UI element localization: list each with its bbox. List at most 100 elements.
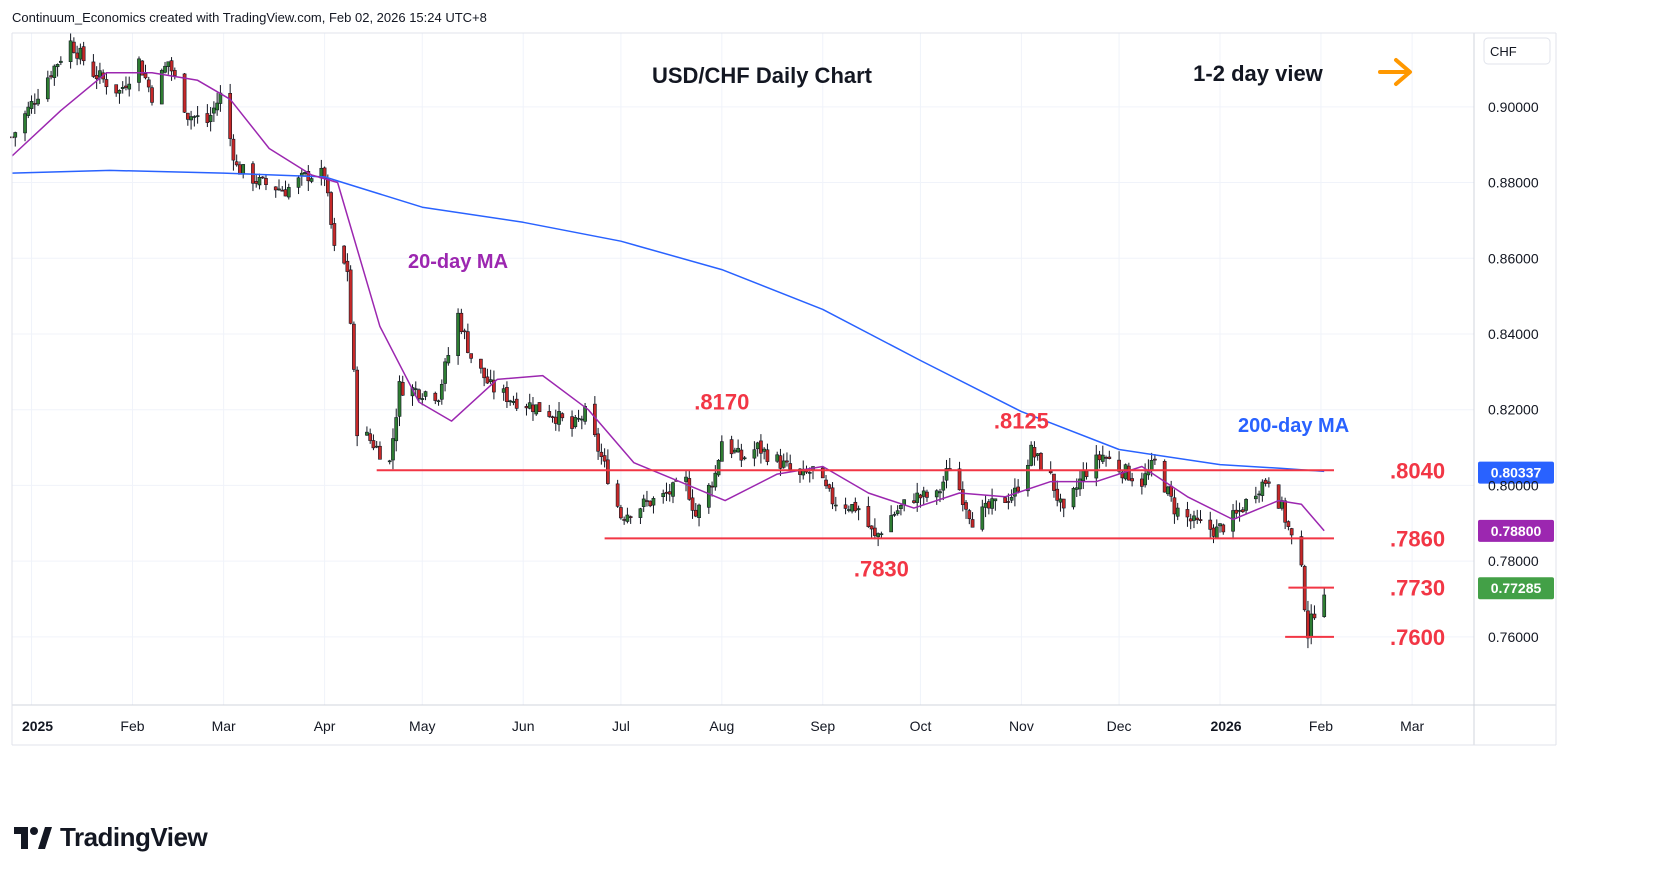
candle-body <box>765 449 770 462</box>
candle-body <box>169 60 174 72</box>
candle-body <box>488 379 493 383</box>
right-arrow-icon <box>1378 58 1412 86</box>
candle-body <box>1035 453 1040 456</box>
candle-body <box>508 400 513 403</box>
candle-body <box>833 504 838 507</box>
candle-body <box>1003 497 1007 503</box>
candle-body <box>1283 500 1287 523</box>
y-tick-label: 0.90000 <box>1488 99 1539 115</box>
candle-body <box>1175 507 1180 517</box>
candle-body <box>208 115 213 123</box>
candle-body <box>628 516 633 518</box>
plot-area <box>12 33 1474 705</box>
x-tick-label: Feb <box>1309 718 1333 734</box>
candle-body <box>397 381 402 417</box>
candle-body <box>693 509 698 517</box>
candle-body <box>146 79 151 88</box>
candle-body <box>983 502 988 508</box>
candle-body <box>345 260 350 272</box>
candle-body <box>514 398 519 409</box>
candle-body <box>482 367 486 379</box>
candle-body <box>957 468 962 491</box>
currency-box[interactable] <box>1483 37 1551 65</box>
candle-body <box>26 106 31 116</box>
candle-body <box>254 181 259 184</box>
candle-body <box>511 401 516 403</box>
candle-body <box>257 176 262 186</box>
candle-body <box>52 65 57 78</box>
y-tick-label: 0.88000 <box>1488 175 1539 191</box>
candle-body <box>934 490 939 498</box>
candle-body <box>1231 510 1235 532</box>
candle-body <box>1149 460 1154 471</box>
candle-body <box>537 402 542 413</box>
candle-body <box>1214 526 1219 539</box>
candle-body <box>557 411 561 425</box>
x-tick-label: Dec <box>1107 718 1132 734</box>
currency-label: CHF <box>1490 44 1517 59</box>
candle-body <box>309 178 314 182</box>
candle-body <box>993 498 998 502</box>
candle-body <box>137 58 141 83</box>
candle-body <box>332 223 337 246</box>
candle-body <box>827 484 832 489</box>
candle-body <box>413 388 418 390</box>
ma200-label: 200-day MA <box>1238 415 1349 437</box>
candle-body <box>423 391 428 397</box>
price-tag <box>1478 461 1554 484</box>
candle-body <box>1192 515 1196 521</box>
candle-body <box>1048 470 1053 474</box>
ma20-label: 20-day MA <box>408 251 508 273</box>
price-tag <box>1478 519 1554 542</box>
candle-body <box>762 448 767 452</box>
candle-body <box>296 177 301 188</box>
candle-body <box>547 411 552 417</box>
candle-body <box>58 60 63 63</box>
candle-body <box>1153 458 1157 461</box>
ma20-path <box>11 72 1325 532</box>
y-tick-label: 0.82000 <box>1488 402 1539 418</box>
candle-body <box>23 113 27 134</box>
candle-body <box>469 353 473 359</box>
candle-body <box>1218 523 1222 527</box>
candle-body <box>1084 470 1089 477</box>
candle-body <box>1127 465 1131 481</box>
price-tag-label: 0.78800 <box>1491 523 1542 539</box>
candle-body <box>1107 456 1112 459</box>
candle-body <box>368 433 373 441</box>
candle-body <box>394 417 399 442</box>
candle-body <box>260 176 265 179</box>
candle-body <box>195 115 200 117</box>
candle-body <box>36 98 40 105</box>
candle-body <box>755 442 760 450</box>
y-tick-label: 0.78000 <box>1488 553 1539 569</box>
level-lines: .8040 .7860 .7730 .7600 0.80337 0.78800 0.7728… <box>376 458 1554 650</box>
candle-body <box>856 508 861 511</box>
candle-body <box>1016 486 1020 492</box>
candle-body <box>651 498 656 506</box>
candle-body <box>1039 452 1043 471</box>
candle-body <box>1140 478 1144 487</box>
candle-body <box>850 504 854 512</box>
candle-body <box>625 514 630 522</box>
candle-body <box>622 519 626 521</box>
candle-body <box>355 369 359 437</box>
candle-body <box>736 447 740 453</box>
candle-body <box>866 506 871 527</box>
candle-body <box>104 79 109 88</box>
tradingview-logo[interactable]: TradingView <box>14 822 208 853</box>
candle-body <box>1162 461 1167 493</box>
x-tick-label: Mar <box>1400 718 1424 734</box>
x-tick-label: 2026 <box>1210 718 1241 734</box>
candle-body <box>417 389 421 399</box>
candle-body <box>697 504 701 519</box>
candle-body <box>433 392 438 401</box>
candle-body <box>485 376 490 384</box>
candle-body <box>788 463 793 470</box>
candle-body <box>560 413 565 419</box>
candle-body <box>583 406 587 422</box>
candle-body <box>944 468 949 481</box>
candle-body <box>1253 495 1258 500</box>
candle-body <box>638 508 643 518</box>
